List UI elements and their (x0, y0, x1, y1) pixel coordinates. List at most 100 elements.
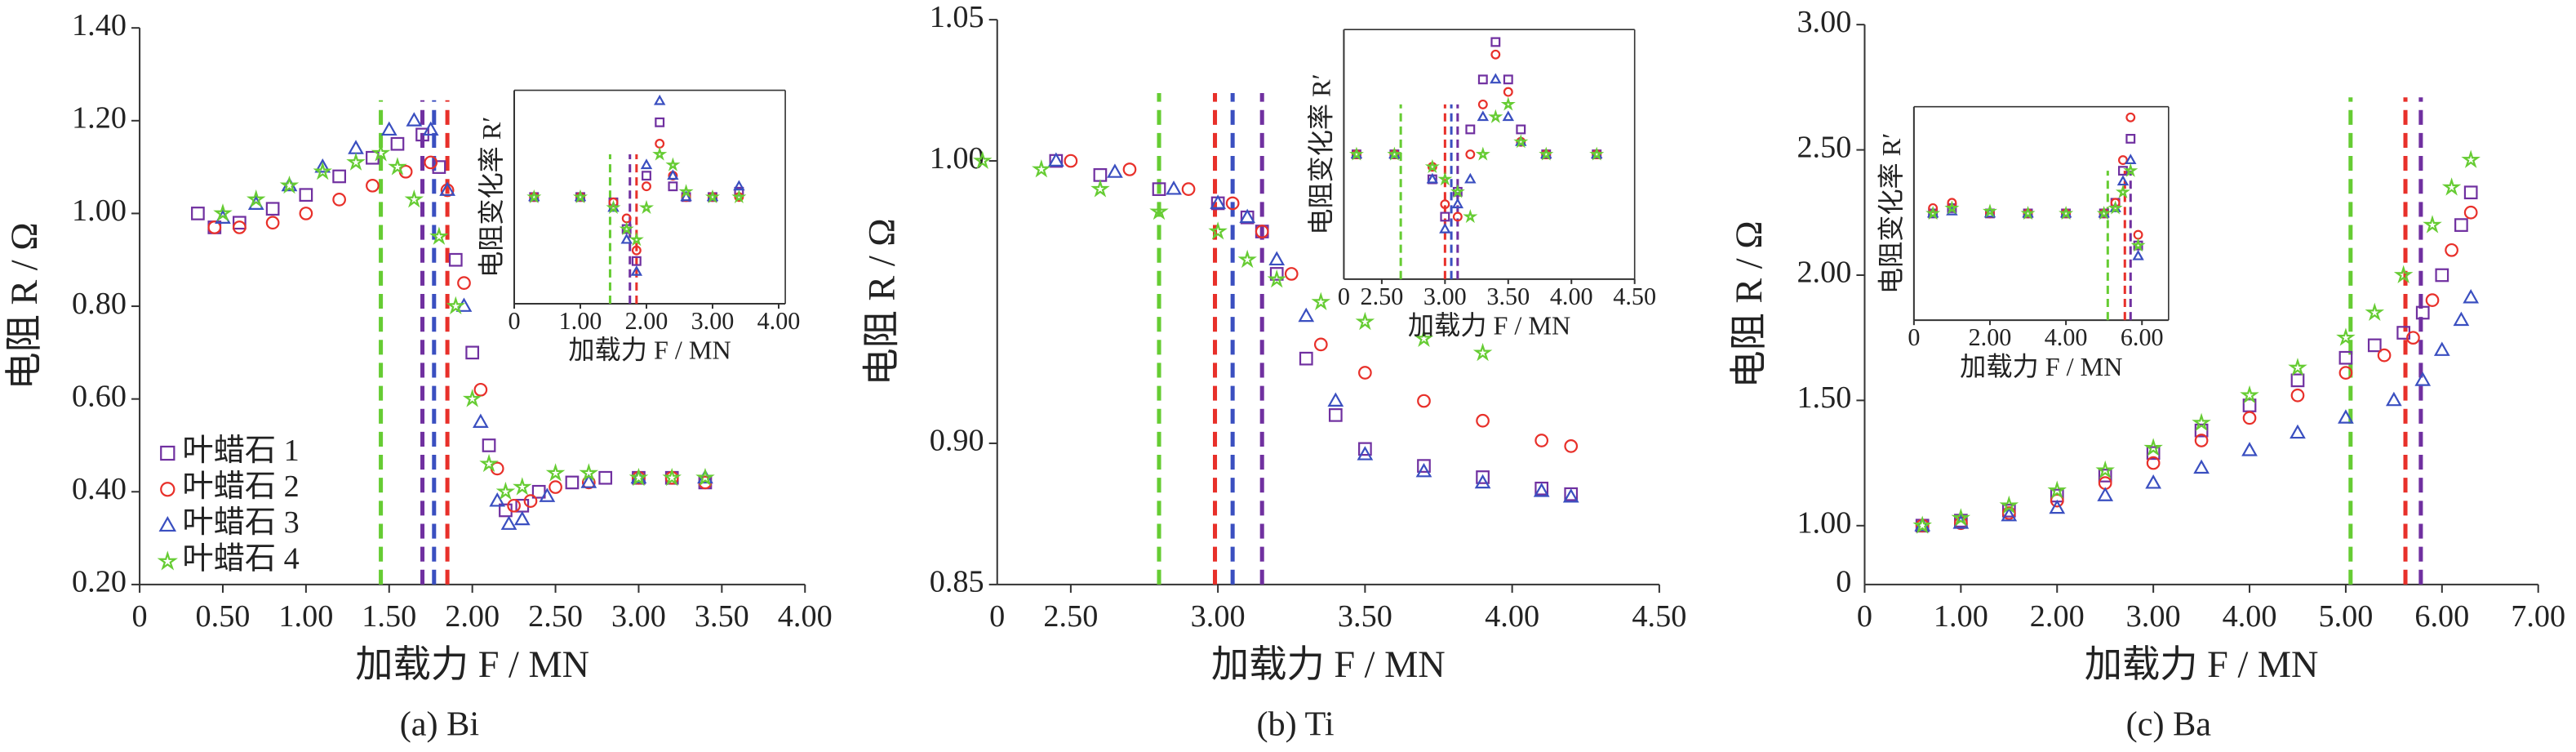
marker-circle (2194, 434, 2209, 447)
marker-star (213, 203, 233, 222)
marker-square (482, 438, 496, 452)
marker-star (628, 232, 644, 247)
x-tick-label: 0 (1908, 323, 1920, 351)
marker-star (1387, 146, 1402, 161)
marker-triangle (1298, 307, 1315, 323)
marker-star (1311, 291, 1331, 310)
marker-triangle (422, 121, 439, 136)
marker-star (371, 143, 391, 162)
marker-star (1463, 208, 1478, 224)
marker-triangle (680, 190, 692, 202)
marker-triangle (2193, 459, 2210, 474)
marker-star (313, 161, 332, 180)
y-tick-label: 1.00 (72, 194, 127, 228)
marker-triangle (1533, 483, 1550, 497)
marker-triangle (2241, 442, 2258, 456)
marker-square (655, 117, 665, 127)
marker-square (390, 136, 405, 151)
marker-circle (366, 178, 380, 193)
marker-triangle (1268, 251, 1286, 266)
marker-star (1925, 205, 1941, 220)
marker-star (1475, 146, 1490, 161)
marker-star (1982, 203, 1998, 218)
marker-triangle (2290, 424, 2306, 439)
marker-star (678, 184, 694, 198)
marker-star (404, 189, 424, 208)
marker-triangle (630, 469, 647, 484)
marker-triangle (1166, 180, 1182, 195)
marker-circle (160, 482, 175, 497)
x-tick-label: 4.00 (1550, 283, 1593, 310)
marker-star (2130, 238, 2146, 252)
y-tick-label: 0.90 (930, 424, 984, 458)
marker-circle (642, 181, 651, 192)
marker-triangle (314, 158, 331, 173)
x-axis-label: 加载力 F / MN (355, 644, 589, 686)
marker-triangle (1474, 474, 1491, 489)
x-tick-label: 5.00 (2318, 599, 2373, 634)
marker-square (565, 475, 580, 490)
marker-triangle (2001, 506, 2018, 522)
marker-star (731, 189, 747, 203)
marker-circle (2406, 331, 2420, 345)
marker-star (2115, 184, 2130, 198)
marker-square (1534, 481, 1549, 496)
marker-triangle (1047, 152, 1064, 167)
x-tick-label: 2.00 (625, 307, 668, 335)
marker-triangle (1107, 163, 1123, 178)
marker-star (2143, 438, 2163, 456)
marker-star (1424, 158, 1440, 173)
marker-circle (1313, 337, 1328, 352)
marker-square (631, 256, 642, 266)
x-axis-label: 加载力 F / MN (1408, 311, 1570, 340)
x-tick-label: 3.00 (2126, 599, 2181, 634)
x-tick-label: 1.00 (1934, 599, 1988, 634)
marker-triangle (1502, 110, 1515, 122)
marker-star (2020, 205, 2036, 220)
marker-triangle (653, 94, 666, 105)
marker-star (479, 453, 499, 473)
marker-triangle (697, 469, 713, 484)
marker-circle (1534, 434, 1549, 447)
marker-triangle (2125, 154, 2137, 165)
marker-triangle (640, 158, 653, 170)
marker-star (606, 199, 621, 215)
marker-star (1208, 221, 1228, 240)
marker-circle (1503, 87, 1513, 97)
marker-circle (655, 139, 665, 149)
marker-square (2290, 373, 2305, 388)
marker-star (1348, 146, 1364, 161)
marker-star (1149, 201, 1169, 220)
marker-star (652, 146, 668, 161)
y-tick-label: 2.50 (1797, 130, 1851, 164)
marker-circle (1181, 182, 1196, 197)
marker-star (638, 199, 655, 215)
marker-circle (233, 220, 246, 234)
marker-square (465, 345, 480, 360)
marker-triangle (2145, 474, 2162, 489)
marker-star (628, 467, 649, 487)
marker-circle (1064, 154, 1078, 168)
x-tick-label: 0 (132, 599, 148, 634)
marker-star (2095, 460, 2115, 479)
marker-star (1500, 96, 1516, 111)
x-tick-label: 2.50 (1043, 599, 1098, 634)
marker-square (1516, 124, 1526, 135)
y-tick-label: 0.40 (72, 472, 127, 506)
y-tick-label: 0.80 (72, 287, 127, 321)
marker-star (429, 226, 449, 245)
marker-star (346, 152, 366, 171)
marker-star (2288, 358, 2307, 376)
marker-star (2240, 385, 2259, 404)
marker-triangle (2414, 372, 2432, 386)
marker-star (1032, 159, 1051, 178)
marker-triangle (2049, 499, 2066, 514)
marker-star (1437, 171, 1453, 186)
marker-square (1358, 442, 1372, 456)
marker-triangle (1562, 488, 1579, 503)
marker-square (299, 188, 313, 202)
marker-circle (457, 276, 471, 290)
marker-circle (507, 498, 521, 513)
marker-star (388, 157, 407, 176)
marker-star (2107, 200, 2123, 215)
